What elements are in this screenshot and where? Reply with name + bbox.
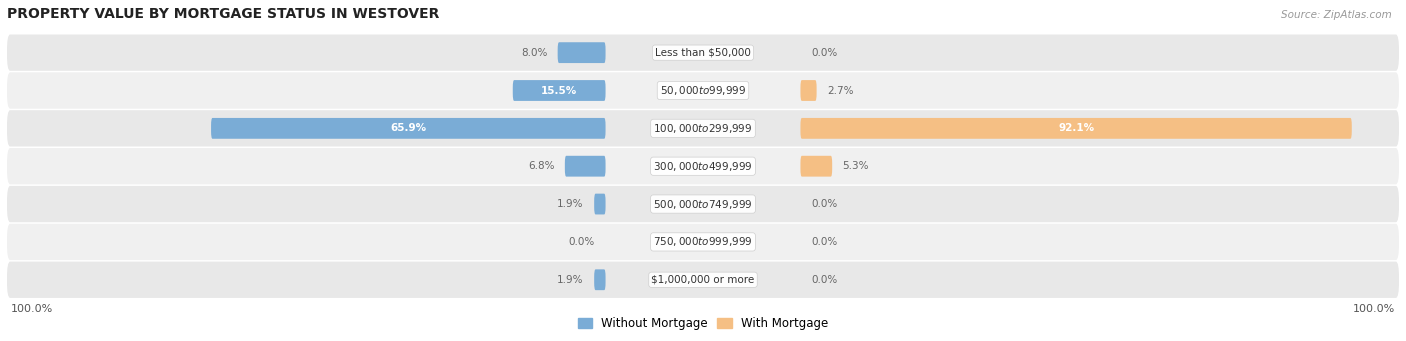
Text: 8.0%: 8.0% [520,48,547,58]
FancyBboxPatch shape [595,194,606,214]
FancyBboxPatch shape [800,80,817,101]
Text: 1.9%: 1.9% [557,275,583,285]
Text: 0.0%: 0.0% [811,48,837,58]
Text: $300,000 to $499,999: $300,000 to $499,999 [654,160,752,173]
Text: Source: ZipAtlas.com: Source: ZipAtlas.com [1281,10,1392,20]
Text: 2.7%: 2.7% [827,86,853,95]
FancyBboxPatch shape [7,34,1399,71]
Text: $1,000,000 or more: $1,000,000 or more [651,275,755,285]
Text: $100,000 to $299,999: $100,000 to $299,999 [654,122,752,135]
FancyBboxPatch shape [513,80,606,101]
Text: $750,000 to $999,999: $750,000 to $999,999 [654,235,752,248]
Text: $500,000 to $749,999: $500,000 to $749,999 [654,197,752,210]
FancyBboxPatch shape [800,118,1351,139]
Text: 5.3%: 5.3% [842,161,869,171]
FancyBboxPatch shape [7,110,1399,147]
Legend: Without Mortgage, With Mortgage: Without Mortgage, With Mortgage [574,313,832,335]
FancyBboxPatch shape [211,118,606,139]
FancyBboxPatch shape [7,224,1399,260]
Text: 65.9%: 65.9% [391,123,426,133]
Text: 6.8%: 6.8% [527,161,554,171]
Text: Less than $50,000: Less than $50,000 [655,48,751,58]
Text: 100.0%: 100.0% [1354,305,1396,314]
FancyBboxPatch shape [7,148,1399,184]
Text: 0.0%: 0.0% [811,275,837,285]
Text: $50,000 to $99,999: $50,000 to $99,999 [659,84,747,97]
FancyBboxPatch shape [7,186,1399,222]
FancyBboxPatch shape [800,156,832,177]
FancyBboxPatch shape [7,72,1399,109]
FancyBboxPatch shape [558,42,606,63]
FancyBboxPatch shape [565,156,606,177]
Text: PROPERTY VALUE BY MORTGAGE STATUS IN WESTOVER: PROPERTY VALUE BY MORTGAGE STATUS IN WES… [7,7,439,21]
Text: 15.5%: 15.5% [541,86,578,95]
Text: 0.0%: 0.0% [569,237,595,247]
Text: 0.0%: 0.0% [811,237,837,247]
FancyBboxPatch shape [595,269,606,290]
Text: 0.0%: 0.0% [811,199,837,209]
FancyBboxPatch shape [7,262,1399,298]
Text: 92.1%: 92.1% [1059,123,1094,133]
Text: 100.0%: 100.0% [10,305,52,314]
Text: 1.9%: 1.9% [557,199,583,209]
